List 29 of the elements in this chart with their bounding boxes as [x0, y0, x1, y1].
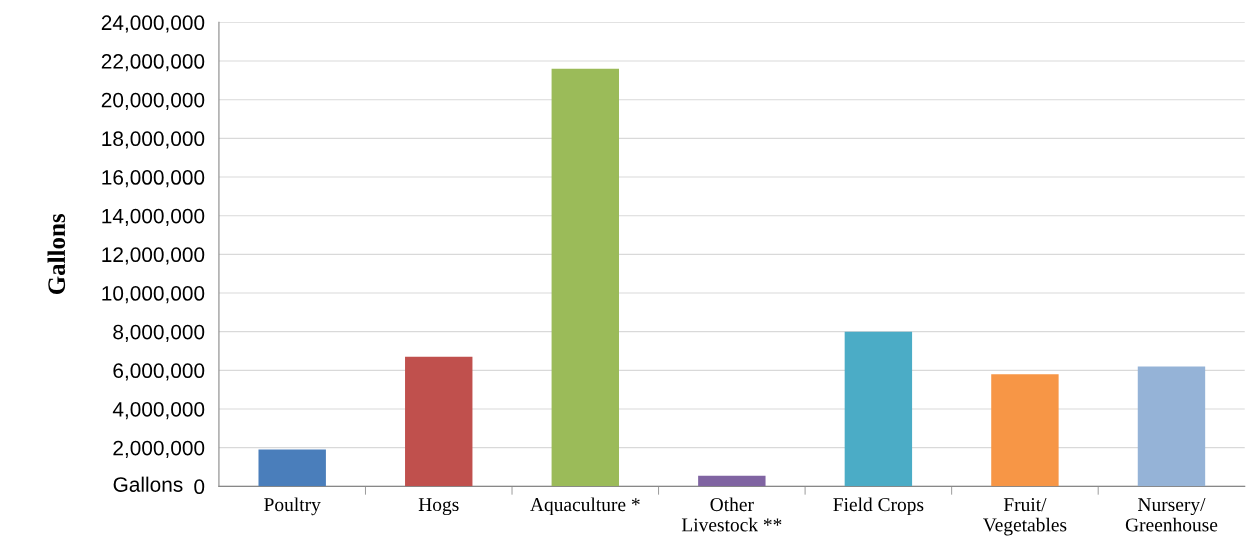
bar	[991, 374, 1059, 487]
x-tick-label: Field Crops	[833, 497, 924, 516]
bar	[258, 449, 326, 487]
y-tick-label: 24,000,000	[101, 15, 205, 33]
y-tick-label: 2,000,000	[113, 440, 205, 458]
bar	[405, 356, 473, 487]
y-tick-label: 22,000,000	[101, 54, 205, 72]
x-tick-label: Hogs	[418, 498, 459, 516]
y-tick-label: 0	[194, 479, 205, 495]
text: Gallons	[113, 476, 183, 492]
x-tick-label: Aquaculture *	[530, 497, 640, 516]
x-tick-label: Poultry	[264, 497, 321, 516]
y-axis-title: Gallons	[47, 213, 66, 295]
y-tick-label: 18,000,000	[102, 131, 205, 149]
bar	[1137, 366, 1206, 487]
bar	[551, 68, 619, 487]
y-tick-label: 20,000,000	[101, 92, 205, 110]
y-tick-label: 14,000,000	[102, 208, 205, 226]
bar	[844, 331, 913, 487]
bar	[698, 475, 766, 487]
y-tick-label: 4,000,000	[112, 402, 205, 420]
y-tick-label: 12,000,000	[102, 247, 205, 265]
y-tick-label: 8,000,000	[113, 324, 205, 342]
x-tick-label: Fruit/ Vegetables	[983, 498, 1067, 536]
y-tick-label: 16,000,000	[102, 170, 205, 188]
x-tick-label: Other Livestock **	[681, 497, 782, 532]
x-tick-label: Nursery/ Greenhouse	[1125, 498, 1218, 532]
y-tick-label: 10,000,000	[102, 286, 205, 304]
y-tick-label: 6,000,000	[113, 363, 205, 381]
